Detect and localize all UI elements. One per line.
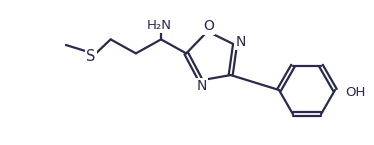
Text: H₂N: H₂N	[147, 19, 172, 32]
Text: N: N	[196, 79, 207, 93]
Text: S: S	[86, 49, 96, 64]
Text: N: N	[236, 35, 246, 49]
Text: OH: OH	[345, 86, 365, 98]
Text: O: O	[203, 19, 214, 33]
